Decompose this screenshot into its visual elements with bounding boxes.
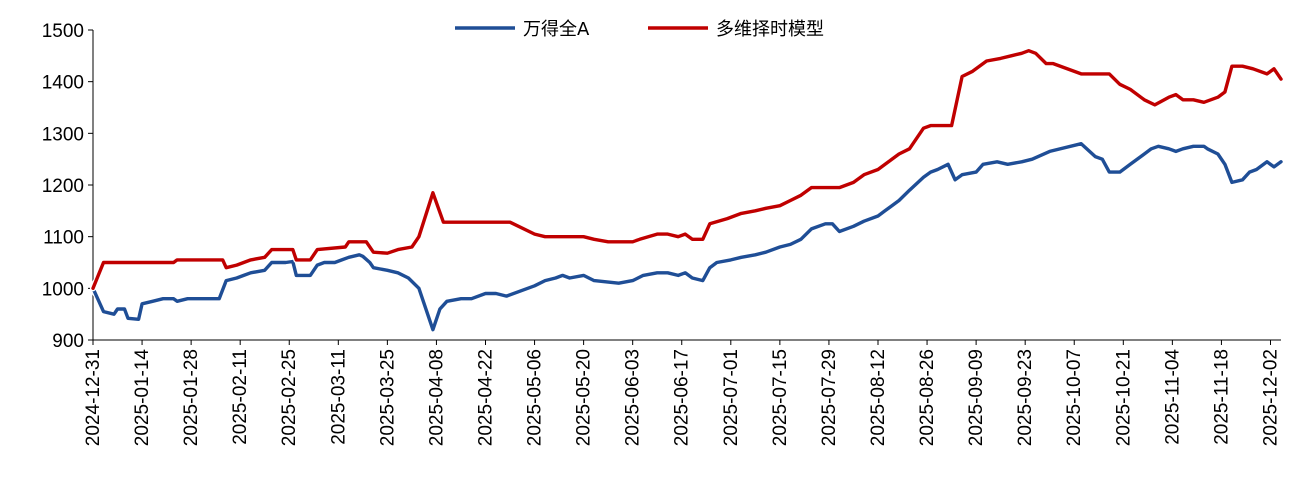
x-tick-label: 2025-05-20 bbox=[574, 349, 595, 446]
y-tick-label: 1100 bbox=[43, 228, 84, 249]
x-tick-label: 2025-08-26 bbox=[917, 349, 938, 446]
x-tick-label: 2024-12-31 bbox=[83, 349, 104, 446]
y-tick-label: 1200 bbox=[42, 176, 84, 197]
y-tick-label: 1000 bbox=[42, 279, 84, 300]
legend: 万得全A 多维择时模型 bbox=[455, 19, 824, 40]
x-tick-label: 2025-05-06 bbox=[525, 349, 546, 446]
x-tick-label: 2025-10-07 bbox=[1064, 349, 1085, 446]
series-layer bbox=[90, 47, 1284, 333]
x-tick-label: 2025-07-15 bbox=[770, 349, 791, 446]
series-line-1 bbox=[91, 142, 1283, 332]
x-tick-label: 2025-08-12 bbox=[868, 349, 889, 446]
y-tick-label: 900 bbox=[52, 331, 84, 352]
chart-axes: 900 1000 1100 1200 1300 1400 1500 2024-12-31 202… bbox=[42, 21, 1282, 446]
x-tick-label: 2025-01-28 bbox=[181, 349, 202, 446]
x-tick-label: 2025-01-14 bbox=[132, 349, 153, 447]
legend-label-2: 多维择时模型 bbox=[716, 19, 824, 40]
x-tick-label: 2025-06-17 bbox=[672, 349, 693, 446]
x-tick-label: 2025-03-25 bbox=[377, 349, 398, 446]
x-tick-label: 2025-09-09 bbox=[966, 349, 987, 446]
series-line-2 bbox=[91, 49, 1283, 290]
x-tick-label: 2025-02-25 bbox=[279, 349, 300, 446]
x-tick-label: 2025-02-11 bbox=[230, 349, 251, 445]
y-tick-label: 1500 bbox=[42, 21, 84, 42]
y-tick-label: 1400 bbox=[42, 73, 84, 94]
x-tick-label: 2025-07-29 bbox=[819, 349, 840, 446]
x-tick-label: 2025-06-03 bbox=[623, 349, 644, 446]
x-tick-label: 2025-12-02 bbox=[1260, 349, 1281, 446]
x-tick-label: 2025-10-21 bbox=[1113, 349, 1134, 446]
x-tick-label: 2025-11-04 bbox=[1162, 349, 1183, 445]
x-tick-label: 2025-03-11 bbox=[328, 349, 349, 445]
x-tick-label: 2025-04-22 bbox=[475, 349, 496, 446]
x-tick-label: 2025-09-23 bbox=[1015, 349, 1036, 446]
y-tick-label: 1300 bbox=[42, 124, 84, 145]
x-tick-label: 2025-07-01 bbox=[721, 349, 742, 446]
x-tick-label: 2025-11-18 bbox=[1211, 349, 1232, 445]
legend-label-1: 万得全A bbox=[523, 19, 590, 40]
x-tick-label: 2025-04-08 bbox=[426, 349, 447, 446]
